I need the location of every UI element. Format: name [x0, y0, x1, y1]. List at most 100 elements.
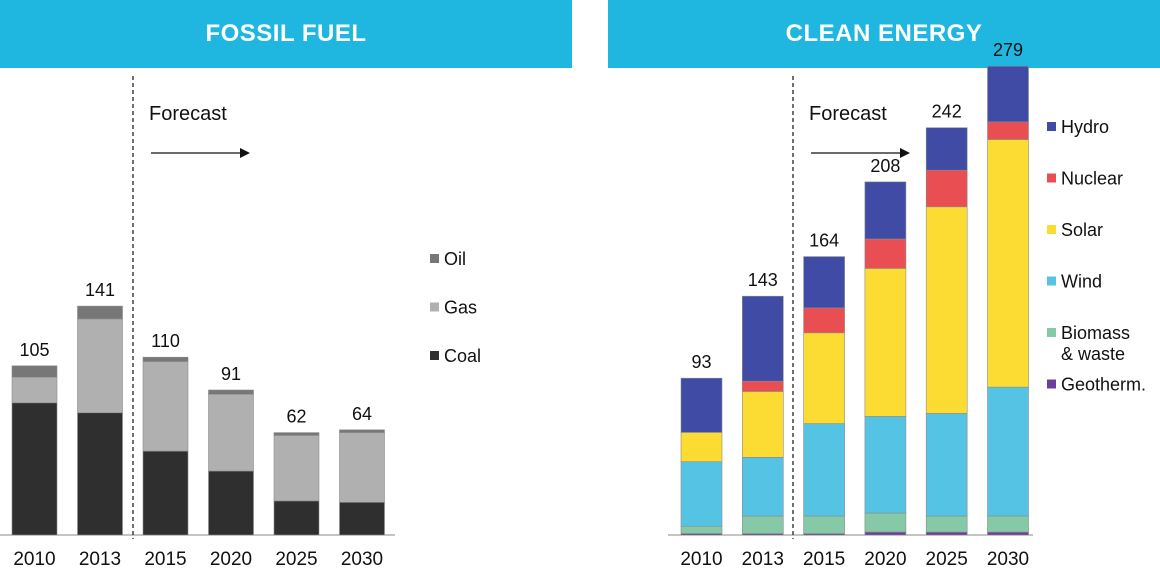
clean-category-label-2015: 2015: [803, 549, 845, 570]
fossil-total-label-2013: 141: [85, 280, 115, 300]
fossil-bar-oil-2015: [142, 356, 189, 362]
clean-bar-wind-2010: [680, 461, 723, 527]
clean-total-label-2015: 164: [809, 231, 839, 251]
clean-bar-wind-2025: [925, 413, 968, 517]
fossil-legend-swatch-gas: [430, 302, 439, 312]
fossil-bar-oil-2020: [208, 389, 254, 395]
clean-bar-biomass-waste-2015: [803, 515, 845, 534]
fossil-total-label-2010: 105: [19, 340, 49, 360]
clean-bar-wind-2030: [987, 386, 1029, 517]
fossil-category-label-2015: 2015: [144, 549, 186, 570]
clean-legend-swatch-hydro: [1047, 122, 1056, 131]
fossil-bar-coal-2013: [77, 412, 123, 536]
fossil-bar-gas-2025: [273, 435, 320, 502]
clean-category-label-2025: 2025: [926, 549, 968, 570]
fossil-bar-coal-2030: [339, 501, 385, 536]
fossil-bar-gas-2020: [208, 393, 254, 472]
fossil-total-label-2015: 110: [151, 331, 180, 351]
clean-bar-hydro-2013: [741, 295, 784, 382]
clean-bar-nuclear-2020: [864, 238, 907, 269]
clean-total-label-2025: 242: [932, 102, 962, 122]
fossil-bar-oil-2030: [339, 429, 385, 433]
fossil-legend-swatch-coal: [430, 351, 439, 360]
fossil-bar-gas-2030: [339, 432, 385, 503]
clean-bar-nuclear-2013: [741, 380, 784, 392]
fossil-legend-label-gas: Gas: [444, 298, 477, 318]
clean-legend-swatch-nuclear: [1047, 173, 1056, 183]
fossil-category-label-2010: 2010: [13, 549, 55, 570]
fossil-bar-oil-2010: [11, 365, 58, 378]
clean-bar-solar-2020: [864, 268, 907, 417]
clean-bar-biomass-waste-2030: [987, 515, 1029, 533]
clean-bar-biomass-waste-2020: [864, 512, 907, 533]
clean-category-label-2020: 2020: [864, 549, 906, 570]
clean-legend-label-nuclear: Nuclear: [1061, 169, 1123, 189]
fossil-bar-gas-2013: [77, 318, 123, 414]
clean-category-label-2010: 2010: [680, 549, 722, 570]
fossil-forecast-arrowhead: [240, 148, 250, 158]
fossil-total-label-2025: 62: [286, 407, 306, 427]
clean-total-label-2020: 208: [870, 156, 900, 176]
fossil-category-label-2025: 2025: [275, 549, 317, 570]
clean-bar-geotherm-2025: [925, 531, 968, 536]
fossil-bar-coal-2025: [273, 500, 320, 536]
fossil-fuel-panel-title: FOSSIL FUEL: [0, 0, 572, 68]
clean-bar-nuclear-2025: [925, 169, 968, 208]
fossil-category-label-2020: 2020: [210, 549, 252, 570]
fossil-total-label-2020: 91: [221, 364, 241, 384]
clean-bar-solar-2025: [925, 206, 968, 414]
clean-legend-label-solar: Solar: [1061, 220, 1103, 240]
fossil-bar-oil-2025: [273, 432, 320, 436]
clean-total-label-2013: 143: [748, 270, 778, 290]
clean-legend-label-geotherm: Geotherm.: [1061, 375, 1146, 395]
clean-total-label-2010: 93: [691, 352, 711, 372]
clean-legend-swatch-biomass-waste: [1047, 328, 1056, 337]
fossil-total-label-2030: 64: [352, 404, 372, 424]
clean-energy-panel-title: CLEAN ENERGY: [608, 0, 1160, 68]
clean-legend-swatch-geotherm: [1047, 379, 1056, 389]
clean-legend-label-hydro: Hydro: [1061, 117, 1109, 137]
clean-bar-wind-2013: [741, 457, 784, 517]
fossil-bar-coal-2015: [142, 450, 189, 536]
fossil-legend-label-coal: Coal: [444, 346, 481, 366]
fossil-bar-oil-2013: [77, 305, 123, 320]
clean-bar-hydro-2015: [803, 256, 845, 309]
clean-bar-nuclear-2030: [987, 121, 1029, 140]
clean-bar-biomass-waste-2010: [680, 525, 723, 534]
fossil-legend-label-oil: Oil: [444, 249, 466, 269]
fossil-category-label-2013: 2013: [79, 549, 121, 570]
clean-legend-swatch-solar: [1047, 225, 1056, 234]
clean-category-label-2030: 2030: [987, 549, 1029, 570]
clean-bar-biomass-waste-2013: [741, 515, 784, 534]
clean-legend-label-wind: Wind: [1061, 272, 1102, 292]
clean-bar-biomass-waste-2025: [925, 515, 968, 533]
clean-bar-solar-2013: [741, 391, 784, 458]
clean-bar-hydro-2010: [680, 377, 723, 433]
clean-total-label-2030: 279: [993, 40, 1023, 60]
clean-bar-solar-2010: [680, 432, 723, 462]
clean-legend-label-biomass-waste-line2: & waste: [1061, 344, 1125, 364]
fossil-bar-gas-2015: [142, 361, 189, 452]
clean-legend-label-biomass-waste: Biomass: [1061, 323, 1130, 343]
clean-bar-geotherm-2020: [864, 531, 907, 536]
clean-category-label-2013: 2013: [742, 549, 784, 570]
fossil-legend-swatch-oil: [430, 254, 439, 263]
fossil-bar-coal-2010: [11, 402, 58, 536]
clean-legend-swatch-wind: [1047, 276, 1056, 286]
clean-bar-hydro-2025: [925, 127, 968, 171]
clean-bar-nuclear-2015: [803, 307, 845, 334]
clean-bar-wind-2020: [864, 415, 907, 514]
fossil-category-label-2030: 2030: [341, 549, 383, 570]
fossil-bar-gas-2010: [11, 376, 58, 404]
clean-bar-wind-2015: [803, 423, 845, 517]
clean-bar-solar-2015: [803, 332, 845, 424]
clean-bar-solar-2030: [987, 139, 1029, 388]
clean-bar-geotherm-2030: [987, 531, 1029, 536]
clean-forecast-arrowhead: [900, 148, 910, 158]
clean-forecast-label: Forecast: [809, 103, 887, 125]
clean-bar-hydro-2030: [987, 65, 1029, 123]
fossil-bar-coal-2020: [208, 470, 254, 536]
fossil-forecast-label: Forecast: [149, 103, 227, 125]
clean-bar-hydro-2020: [864, 181, 907, 240]
